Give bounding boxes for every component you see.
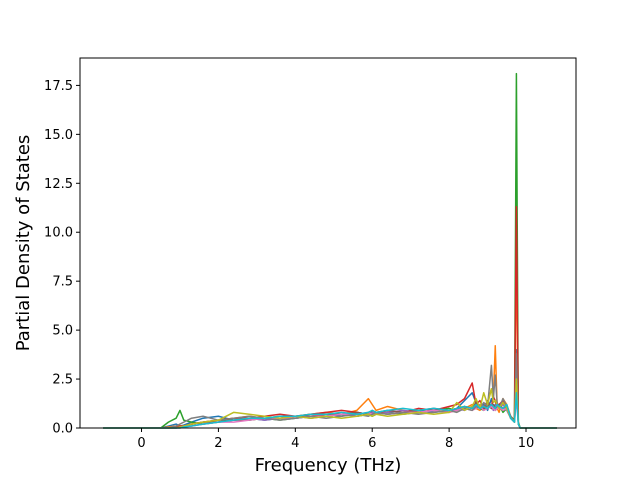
series-line-3 bbox=[103, 72, 557, 429]
series-line-9 bbox=[103, 378, 557, 429]
x-tick-label: 10 bbox=[518, 436, 535, 451]
y-tick-label: 0.0 bbox=[52, 422, 73, 437]
x-tick-label: 6 bbox=[368, 436, 376, 451]
series-line-10 bbox=[103, 392, 557, 429]
y-tick-label: 12.5 bbox=[44, 177, 73, 192]
y-tick-label: 7.5 bbox=[52, 275, 73, 290]
y-tick-label: 10.0 bbox=[44, 226, 73, 241]
plot-frame bbox=[79, 57, 577, 429]
y-tick-label: 15.0 bbox=[44, 128, 73, 143]
x-axis-ticks: 0 2 4 6 8 10 bbox=[137, 428, 534, 451]
y-axis-label: Partial Density of States bbox=[13, 135, 34, 352]
y-tick-label: 17.5 bbox=[44, 79, 73, 94]
series-layer bbox=[103, 72, 557, 429]
y-tick-label: 5.0 bbox=[52, 324, 73, 339]
y-axis-ticks: 0.0 2.5 5.0 7.5 10.0 12.5 15.0 17.5 bbox=[44, 79, 80, 437]
x-tick-label: 2 bbox=[214, 436, 222, 451]
y-tick-label: 2.5 bbox=[52, 373, 73, 388]
x-tick-label: 4 bbox=[291, 436, 299, 451]
x-axis-label: Frequency (THz) bbox=[255, 455, 402, 476]
x-tick-label: 8 bbox=[445, 436, 453, 451]
x-tick-label: 0 bbox=[137, 436, 145, 451]
